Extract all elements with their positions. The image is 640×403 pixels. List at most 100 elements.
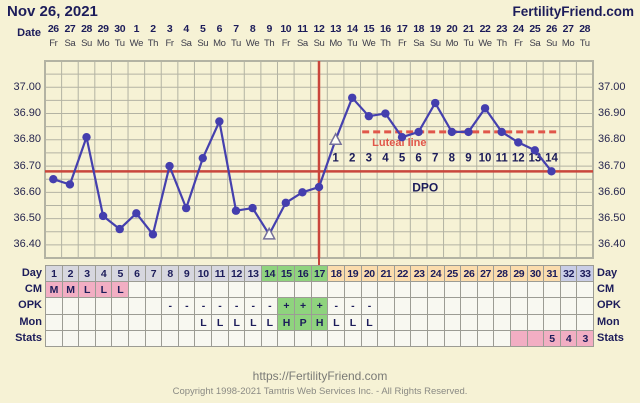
temp-point[interactable] [215,117,224,126]
open-triangle-marker[interactable] [328,132,343,146]
mon-cell [461,314,478,331]
day-cell[interactable]: 28 [494,266,511,283]
day-cell[interactable]: 3 [79,266,96,283]
day-cell[interactable]: 32 [560,266,578,283]
day-cell[interactable]: 15 [278,266,296,283]
cm-cell [228,282,246,299]
temp-point[interactable] [431,98,440,108]
temp-point[interactable] [198,153,207,163]
site-logo-link[interactable]: FertilityFriend.com [512,4,634,19]
cm-cell [311,282,329,299]
day-cell[interactable]: 20 [361,266,379,283]
temp-point[interactable] [464,127,473,137]
day-cell[interactable]: 12 [228,266,246,283]
stats-cell [477,330,495,347]
open-triangle-marker[interactable] [262,226,276,240]
day-cell[interactable]: 8 [162,266,179,283]
temp-point[interactable] [397,132,407,142]
opk-cell: - [328,298,345,315]
day-cell[interactable]: 6 [129,266,146,283]
weekday-row: Fr Sa Su Mo Tu We Th Fr Sa Su Mo Tu We Th Fr Sa Su Mo Tu We… [45,37,593,51]
footer-copyright: Copyright 1998-2021 Tamtris Web Services… [172,386,468,397]
weekday-cell: Mo [561,38,575,49]
opk-cell [577,298,594,315]
day-cell[interactable]: 21 [378,266,395,283]
temp-point[interactable] [115,224,124,234]
temp-point[interactable] [314,182,324,192]
day-cell[interactable]: 16 [295,266,312,283]
footer-url[interactable]: https://FertilityFriend.com [252,369,388,383]
day-cell[interactable]: 9 [178,266,196,283]
opk-cell: - [228,298,246,315]
opk-cell [95,298,113,315]
day-cell[interactable]: 10 [195,266,213,283]
day-cell[interactable]: 4 [95,266,113,283]
temperature-plot[interactable]: 1 2 3 4 5 6 7 8 9 10 11 12 13 14 DPO Luteal line [44,60,594,259]
mon-cell [46,314,63,331]
temp-point[interactable] [381,109,390,118]
temp-point[interactable] [298,188,307,197]
temp-point[interactable] [414,127,423,137]
day-cell[interactable]: 26 [461,266,478,283]
day-cell[interactable]: 1 [46,266,63,283]
cm-cell [560,282,578,299]
stats-cell [278,330,296,347]
opk-cell [444,298,462,315]
day-cell[interactable]: 30 [527,266,545,283]
day-cell[interactable]: 18 [328,266,345,283]
temp-point[interactable] [447,127,457,137]
temp-point[interactable] [231,206,241,215]
day-cell[interactable]: 23 [411,266,428,283]
temp-point[interactable] [547,167,556,176]
day-cell[interactable]: 29 [510,266,528,283]
temp-point[interactable] [348,93,357,102]
temp-point[interactable] [98,211,108,221]
mon-cell [510,314,528,331]
day-cell[interactable]: 7 [145,266,163,283]
stats-cell [112,330,130,347]
temp-point[interactable] [132,209,141,218]
cm-cell [245,282,262,299]
date-axis-label: Date [17,27,41,39]
day-cell[interactable]: 27 [477,266,495,283]
mon-cell [477,314,495,331]
mon-cell [577,314,594,331]
opk-cell [544,298,561,315]
temp-point[interactable] [181,203,191,213]
date-cell: 8 [249,23,256,35]
y-tick-left: 37.00 [13,80,41,93]
temp-point[interactable] [480,104,490,113]
weekday-cell: Mo [213,38,226,49]
temp-point[interactable] [248,203,257,213]
day-cell[interactable]: 22 [394,266,412,283]
day-cell[interactable]: 17 [311,266,329,283]
mon-cell [411,314,428,331]
day-cell[interactable]: 14 [261,266,279,283]
day-cell[interactable]: 19 [344,266,362,283]
day-cell[interactable]: 25 [444,266,462,283]
temp-point[interactable] [281,198,290,208]
day-cell[interactable]: 31 [544,266,561,283]
day-cell[interactable]: 11 [212,266,229,283]
temp-point[interactable] [82,132,91,142]
day-cell[interactable]: 13 [245,266,262,283]
stats-cell: 5 [544,330,561,347]
opk-cell [378,298,395,315]
temp-point[interactable] [165,161,174,171]
temp-point[interactable] [65,180,75,189]
opk-cell [145,298,163,315]
day-cell[interactable]: 5 [112,266,130,283]
mon-cell [178,314,196,331]
temp-point[interactable] [148,230,158,239]
temp-point[interactable] [514,138,523,147]
day-cell[interactable]: 33 [577,266,594,283]
mon-cell: L [195,314,213,331]
temp-point[interactable] [364,111,374,121]
cm-cell [145,282,163,299]
day-cell[interactable]: 2 [62,266,80,283]
temp-point[interactable] [497,127,506,137]
temp-point[interactable] [49,175,58,184]
day-cell[interactable]: 24 [427,266,445,283]
temp-point[interactable] [530,146,540,155]
